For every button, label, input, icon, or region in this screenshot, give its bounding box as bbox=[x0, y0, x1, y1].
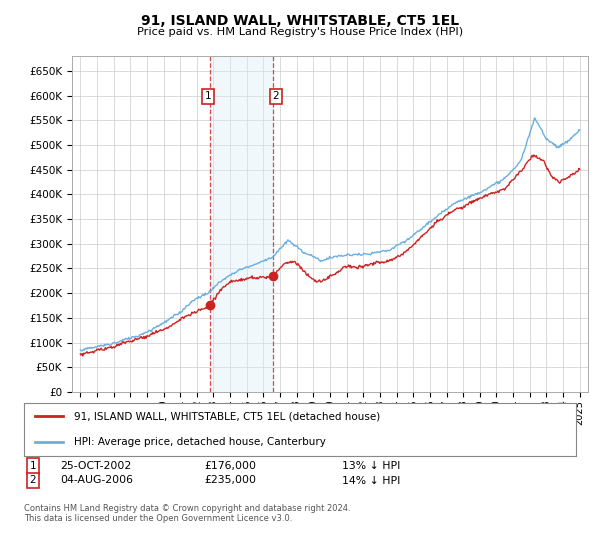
Text: 25-OCT-2002: 25-OCT-2002 bbox=[60, 461, 131, 471]
Text: 91, ISLAND WALL, WHITSTABLE, CT5 1EL: 91, ISLAND WALL, WHITSTABLE, CT5 1EL bbox=[141, 14, 459, 28]
Text: £176,000: £176,000 bbox=[204, 461, 256, 471]
Text: 14% ↓ HPI: 14% ↓ HPI bbox=[342, 475, 400, 486]
Text: 1: 1 bbox=[205, 91, 211, 101]
Text: HPI: Average price, detached house, Canterbury: HPI: Average price, detached house, Cant… bbox=[74, 436, 326, 446]
Text: 13% ↓ HPI: 13% ↓ HPI bbox=[342, 461, 400, 471]
Bar bbox=[211, 56, 273, 392]
Text: 2: 2 bbox=[29, 475, 37, 486]
Text: Price paid vs. HM Land Registry's House Price Index (HPI): Price paid vs. HM Land Registry's House … bbox=[137, 27, 463, 37]
Text: 91, ISLAND WALL, WHITSTABLE, CT5 1EL (detached house): 91, ISLAND WALL, WHITSTABLE, CT5 1EL (de… bbox=[74, 412, 380, 422]
Text: £235,000: £235,000 bbox=[204, 475, 256, 486]
Text: Contains HM Land Registry data © Crown copyright and database right 2024.
This d: Contains HM Land Registry data © Crown c… bbox=[24, 504, 350, 524]
Text: 04-AUG-2006: 04-AUG-2006 bbox=[60, 475, 133, 486]
Text: 1: 1 bbox=[29, 461, 37, 471]
Text: 2: 2 bbox=[272, 91, 279, 101]
